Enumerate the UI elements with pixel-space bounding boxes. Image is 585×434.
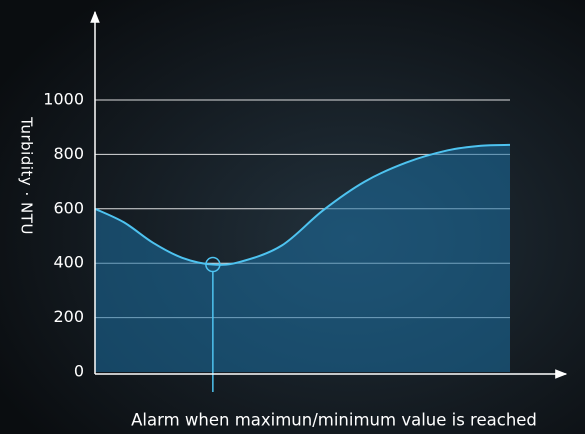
y-tick-label: 800 xyxy=(53,144,84,163)
y-tick-label: 200 xyxy=(53,307,84,326)
alarm-marker xyxy=(205,256,221,273)
caption: Alarm when maximun/minimum value is reac… xyxy=(131,411,537,430)
y-tick-label: 400 xyxy=(53,253,84,272)
y-tick-label: 0 xyxy=(74,362,84,381)
y-tick-label: 1000 xyxy=(43,90,84,109)
y-axis-label: Turbidity · NTU xyxy=(18,116,36,235)
line xyxy=(94,143,511,266)
series xyxy=(94,143,511,392)
area xyxy=(95,144,510,372)
y-tick-label: 600 xyxy=(53,198,84,217)
